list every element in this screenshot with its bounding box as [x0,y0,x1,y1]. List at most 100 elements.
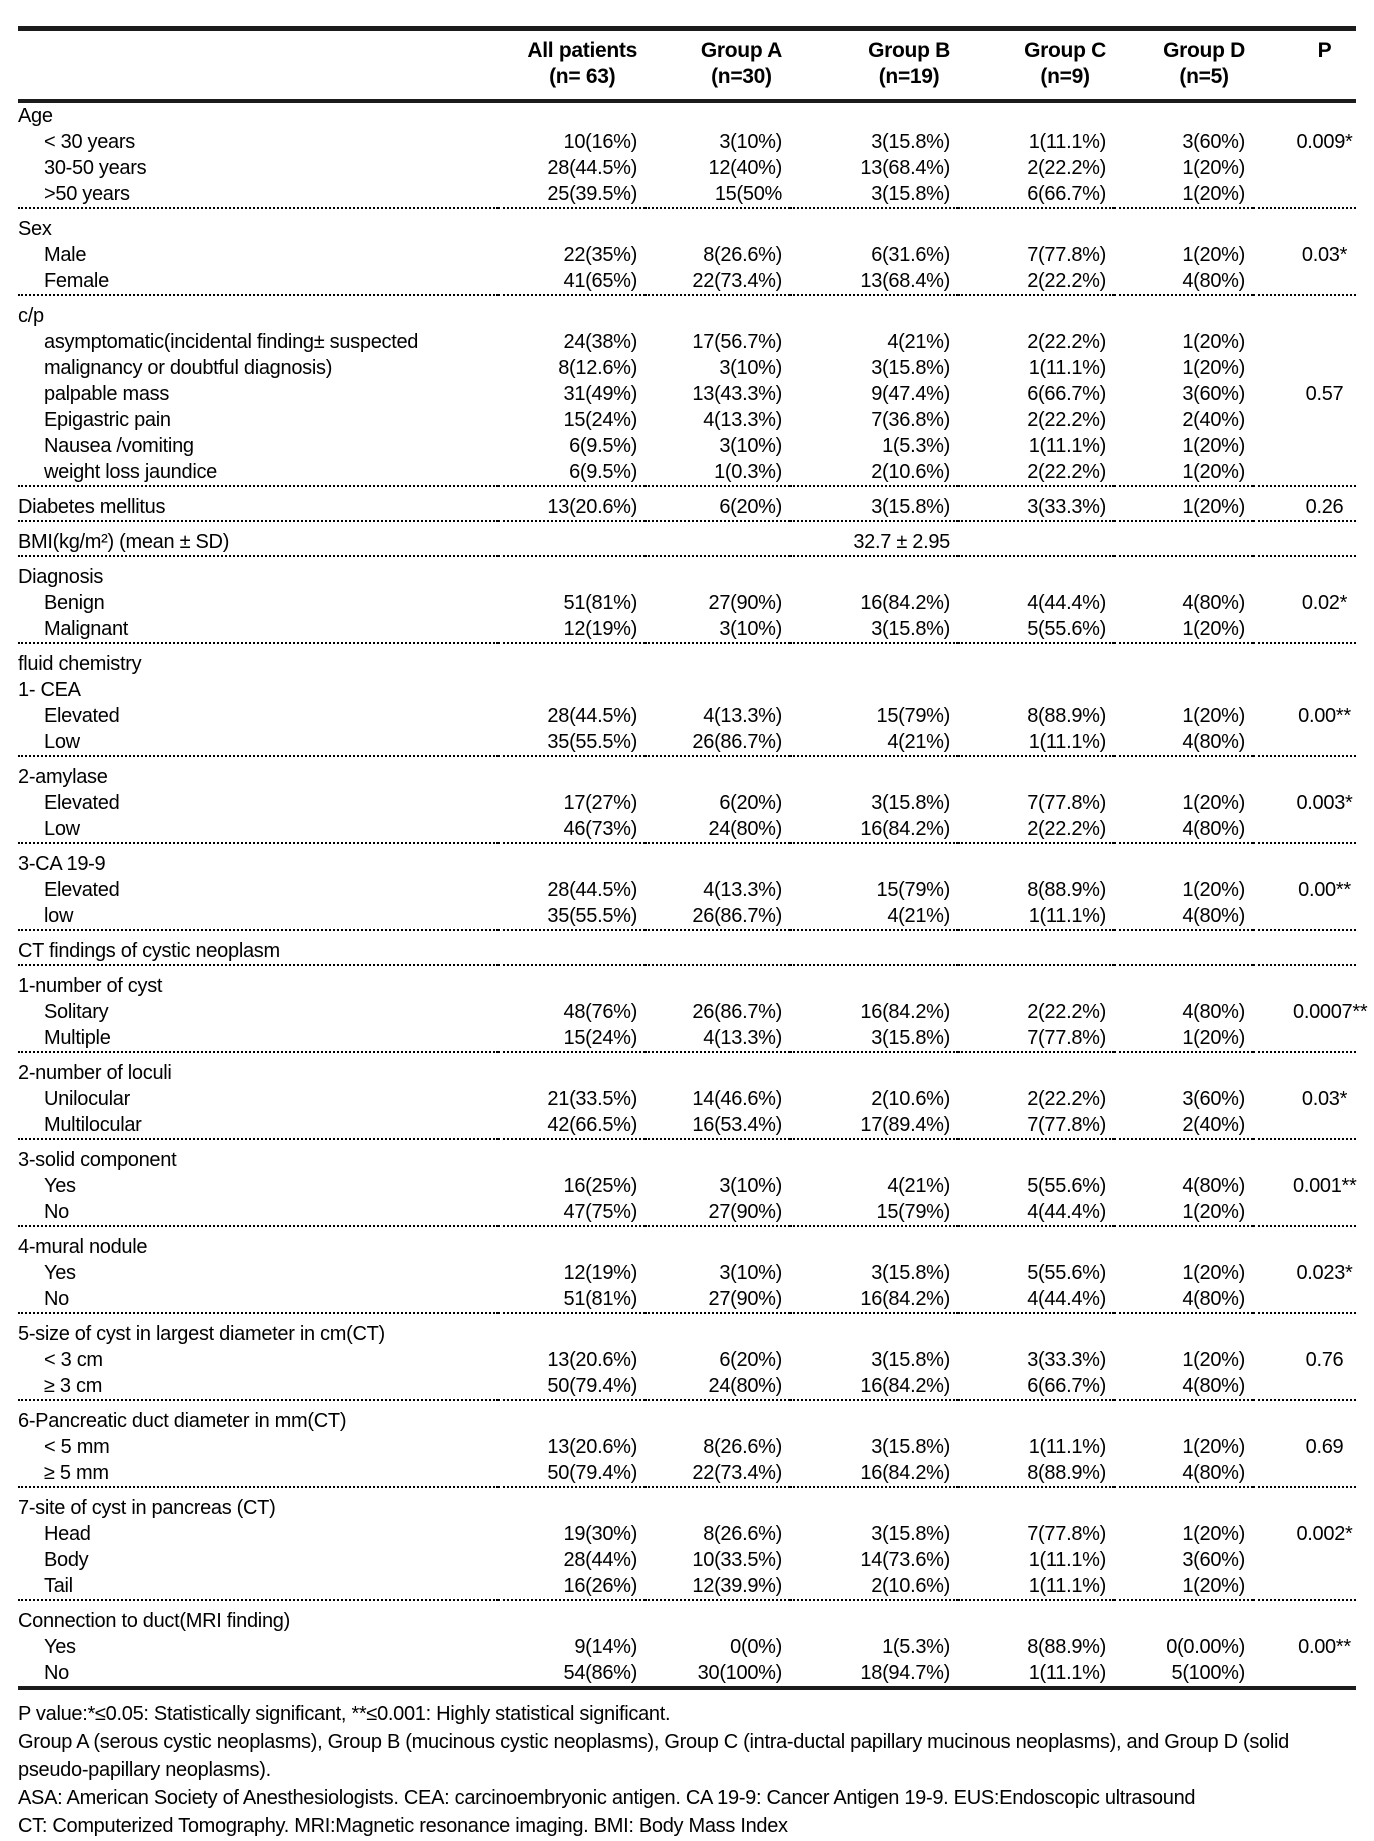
p-value-cell [1253,729,1356,756]
value-cell: 3(10%) [719,1262,782,1284]
value-cell: 5(55.6%) [1027,1175,1106,1197]
value-cell: 27(90%) [708,1201,783,1223]
value-cell: 16(53.4%) [692,1114,782,1136]
value-cell: 8(26.6%) [703,244,782,266]
p-value-cell [1253,1286,1356,1313]
column-sublabel: (n=9) [1040,65,1090,88]
value-cell: 0(0%) [730,1636,782,1658]
value-cell: 1(20%) [1182,1027,1245,1049]
value-cell: 2(10.6%) [871,1088,950,1110]
value-cell [498,1138,645,1173]
value-cell: 8(88.9%) [1027,1462,1106,1484]
value-cell: 3(15.8%) [871,131,950,153]
value-cell: 16(84.2%) [860,1288,950,1310]
value-cell: 6(66.7%) [1027,1375,1106,1397]
value-cell: 54(86%) [563,1662,638,1684]
value-cell [645,101,790,129]
value-cell [958,677,1114,703]
column-header-group-b: Group B (n=19) [790,29,958,102]
row-label: Female [44,270,109,292]
row-label: >50 years [44,183,130,205]
row-label: Body [44,1549,89,1571]
p-value-cell [1253,642,1356,677]
table-header-row: All patients (n= 63) Group A (n=30) Grou… [18,29,1356,102]
value-cell: 4(80%) [1182,1175,1245,1197]
value-cell: 12(19%) [563,618,638,640]
value-cell: 48(76%) [563,1001,638,1023]
value-cell: 4(13.3%) [703,409,782,431]
value-cell: 8(12.6%) [558,357,637,379]
value-cell: 1(5.3%) [882,435,950,457]
value-cell: 1(20%) [1182,183,1245,205]
p-value-cell: 0.03* [1301,1088,1348,1110]
value-cell [1114,1399,1253,1434]
p-value-cell [1253,1025,1356,1052]
data-row: Epigastric pain 15(24%) 4(13.3%) 7(36.8%) 2(… [18,407,1356,433]
value-cell: 4(80%) [1182,818,1245,840]
p-value-cell [1253,1373,1356,1400]
data-row: ≥ 3 cm 50(79.4%) 24(80%) 16(84.2%) 6(66.7%) 4… [18,1373,1356,1400]
row-label: Low [44,731,80,753]
row-label: low [44,905,74,927]
data-row: Malignant 12(19%) 3(10%) 3(15.8%) 5(55.6%) 1(… [18,616,1356,643]
footnote-abbreviations-2: CT: Computerized Tomography. MRI:Magneti… [18,1815,788,1837]
row-label: Diagnosis [18,555,498,590]
p-value-cell [1253,1312,1356,1347]
value-cell: 4(80%) [1182,731,1245,753]
p-value-cell [1253,1138,1356,1173]
row-label: 30-50 years [44,157,147,179]
p-value-cell [1253,903,1356,930]
column-label: All patients [527,39,637,62]
value-cell: 7(77.8%) [1027,1114,1106,1136]
value-cell: 1(20%) [1182,244,1245,266]
value-cell: 6(9.5%) [569,461,637,483]
data-row: Low 46(73%) 24(80%) 16(84.2%) 2(22.2%) 4(80%) [18,816,1356,843]
value-cell: 10(16%) [563,131,638,153]
value-cell: 1(11.1%) [1028,1549,1107,1571]
row-label: Diabetes mellitus [18,485,498,521]
value-cell: 3(15.8%) [871,1523,950,1545]
data-row: Elevated 28(44.5%) 4(13.3%) 15(79%) 8(88.9%)… [18,703,1356,729]
value-cell [958,964,1114,999]
section-label-row: 6-Pancreatic duct diameter in mm(CT) [18,1399,1356,1434]
data-row: palpable mass 31(49%) 13(43.3%) 9(47.4%) 6(6… [18,381,1356,407]
p-value-cell [1253,677,1356,703]
row-label: palpable mass [44,383,170,405]
column-label: Group C [1024,39,1106,62]
row-label: asymptomatic(incidental finding± suspect… [44,331,419,353]
value-cell [1114,1051,1253,1086]
value-cell: 15(24%) [563,409,638,431]
p-value-cell [1253,355,1356,381]
row-label: Unilocular [44,1088,130,1110]
value-cell: 13(20.6%) [547,1436,637,1458]
value-cell: 16(84.2%) [860,1375,950,1397]
value-cell [1114,964,1253,999]
value-cell [645,207,790,242]
value-cell: 25(39.5%) [547,183,637,205]
p-value-cell [1253,1599,1356,1634]
patient-characteristics-table: All patients (n= 63) Group A (n=30) Grou… [18,26,1368,1690]
p-value-cell: 0.76 [1305,1349,1344,1371]
value-cell: 22(73.4%) [692,270,782,292]
value-cell [498,1051,645,1086]
value-cell: 16(84.2%) [860,1462,950,1484]
value-cell: 4(80%) [1182,1375,1245,1397]
value-cell [958,520,1114,556]
column-header-empty [18,29,498,102]
value-cell: 1(11.1%) [1028,1436,1107,1458]
data-row: Elevated 28(44.5%) 4(13.3%) 15(79%) 8(88.9%)… [18,877,1356,903]
value-cell: 1(20%) [1182,618,1245,640]
p-value-cell [1253,459,1356,486]
p-value-cell [1253,294,1356,329]
value-cell [958,1051,1114,1086]
value-cell: 8(88.9%) [1027,705,1106,727]
data-row: asymptomatic(incidental finding± suspect… [18,329,1356,355]
value-cell [498,929,645,965]
value-cell: 31(49%) [563,383,638,405]
data-row: < 5 mm 13(20.6%) 8(26.6%) 3(15.8%) 1(11.1%) 1… [18,1434,1356,1460]
value-cell: 2(22.2%) [1027,331,1106,353]
value-cell: 17(89.4%) [860,1114,950,1136]
data-row: Male 22(35%) 8(26.6%) 6(31.6%) 7(77.8%) 1(20%… [18,242,1356,268]
value-cell: 28(44%) [563,1549,638,1571]
row-label: 4-mural nodule [18,1225,498,1260]
